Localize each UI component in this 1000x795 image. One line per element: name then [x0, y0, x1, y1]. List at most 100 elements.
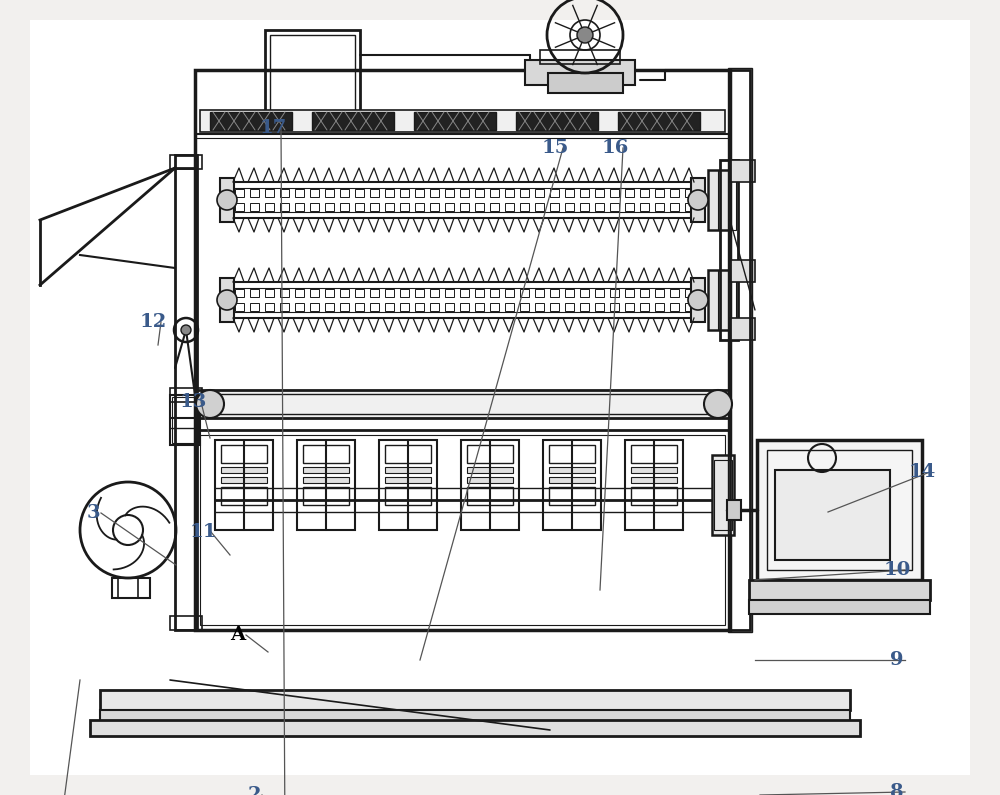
- Bar: [400, 203, 409, 211]
- Bar: [370, 189, 379, 197]
- Bar: [325, 189, 334, 197]
- Bar: [550, 203, 559, 211]
- Bar: [520, 189, 529, 197]
- Bar: [310, 289, 319, 297]
- Bar: [170, 616, 202, 630]
- Bar: [200, 110, 725, 132]
- Bar: [303, 467, 349, 473]
- Bar: [685, 289, 694, 297]
- Bar: [631, 467, 677, 473]
- Bar: [490, 189, 499, 197]
- Bar: [685, 189, 694, 197]
- Bar: [400, 189, 409, 197]
- Bar: [505, 289, 514, 297]
- Circle shape: [577, 27, 593, 43]
- Bar: [610, 289, 619, 297]
- Bar: [535, 289, 544, 297]
- Bar: [535, 203, 544, 211]
- Bar: [505, 303, 514, 311]
- Bar: [303, 445, 349, 463]
- Bar: [749, 600, 930, 614]
- Bar: [355, 303, 364, 311]
- Bar: [415, 189, 424, 197]
- Text: 8: 8: [890, 783, 904, 795]
- Bar: [280, 303, 289, 311]
- Bar: [265, 303, 274, 311]
- Bar: [580, 189, 589, 197]
- Bar: [565, 289, 574, 297]
- Bar: [195, 70, 730, 630]
- Bar: [728, 68, 752, 632]
- Circle shape: [181, 325, 191, 335]
- Bar: [757, 440, 922, 580]
- Text: 3: 3: [86, 504, 100, 522]
- Bar: [475, 203, 484, 211]
- Bar: [100, 710, 850, 722]
- Bar: [415, 203, 424, 211]
- Bar: [340, 203, 349, 211]
- Bar: [170, 155, 202, 169]
- Text: 14: 14: [908, 463, 936, 481]
- Bar: [631, 477, 677, 483]
- Bar: [235, 189, 244, 197]
- Bar: [430, 203, 439, 211]
- Bar: [625, 189, 634, 197]
- Bar: [505, 203, 514, 211]
- Text: 16: 16: [601, 139, 629, 157]
- Bar: [727, 500, 741, 520]
- Bar: [355, 203, 364, 211]
- Bar: [414, 112, 496, 130]
- Bar: [430, 289, 439, 297]
- Bar: [490, 289, 499, 297]
- Bar: [655, 203, 664, 211]
- Bar: [549, 487, 595, 505]
- Bar: [303, 487, 349, 505]
- Bar: [445, 203, 454, 211]
- Bar: [295, 189, 304, 197]
- Bar: [312, 112, 394, 130]
- Bar: [310, 203, 319, 211]
- Bar: [235, 203, 244, 211]
- Bar: [400, 303, 409, 311]
- Bar: [691, 178, 705, 222]
- Bar: [467, 477, 513, 483]
- Bar: [610, 203, 619, 211]
- Bar: [280, 289, 289, 297]
- Bar: [714, 460, 732, 530]
- Circle shape: [688, 190, 708, 210]
- Bar: [691, 278, 705, 322]
- Bar: [655, 189, 664, 197]
- Text: 15: 15: [541, 139, 569, 157]
- Bar: [625, 303, 634, 311]
- Bar: [720, 160, 738, 340]
- Bar: [460, 203, 469, 211]
- Bar: [565, 303, 574, 311]
- Bar: [303, 477, 349, 483]
- Circle shape: [217, 190, 237, 210]
- Bar: [708, 270, 730, 330]
- Bar: [265, 189, 274, 197]
- Bar: [685, 203, 694, 211]
- Bar: [385, 289, 394, 297]
- Bar: [467, 445, 513, 463]
- Bar: [730, 160, 755, 182]
- Bar: [549, 467, 595, 473]
- Bar: [749, 580, 930, 600]
- Bar: [708, 170, 730, 230]
- Bar: [220, 178, 234, 222]
- Bar: [535, 303, 544, 311]
- Bar: [295, 303, 304, 311]
- Bar: [221, 487, 267, 505]
- Bar: [270, 35, 355, 125]
- Bar: [670, 203, 679, 211]
- Bar: [370, 303, 379, 311]
- Bar: [712, 455, 734, 535]
- Bar: [655, 289, 664, 297]
- Bar: [340, 189, 349, 197]
- Bar: [525, 60, 635, 85]
- Bar: [595, 189, 604, 197]
- Bar: [280, 189, 289, 197]
- Text: 10: 10: [883, 561, 911, 579]
- Bar: [340, 303, 349, 311]
- Bar: [445, 289, 454, 297]
